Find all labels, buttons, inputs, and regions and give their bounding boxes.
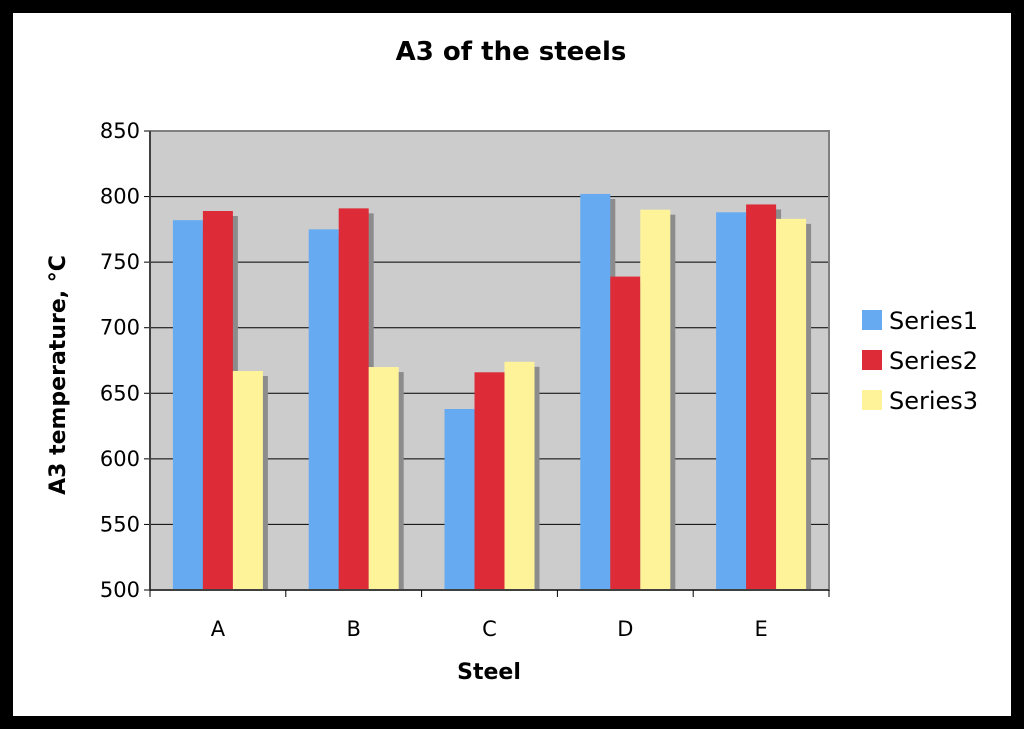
bars bbox=[172, 193, 812, 591]
bar-series2-e bbox=[746, 204, 777, 590]
y-tick-label: 800 bbox=[100, 185, 140, 209]
bar-series2-a bbox=[202, 210, 233, 591]
y-tick-label: 600 bbox=[100, 447, 140, 471]
bar-series1-e bbox=[716, 212, 747, 590]
legend: Series1 Series2 Series3 bbox=[862, 307, 978, 415]
bar-series2-c bbox=[474, 372, 505, 590]
bar-series2-d bbox=[610, 276, 641, 590]
x-tick-labels: A B C D E bbox=[211, 617, 768, 641]
y-tick-label: 550 bbox=[100, 512, 140, 536]
bar-series3-b bbox=[368, 367, 399, 590]
bar-series3-a bbox=[232, 370, 263, 590]
y-tick-labels: 500 550 600 650 700 750 800 850 bbox=[100, 119, 140, 602]
x-tick-label: B bbox=[346, 617, 360, 641]
y-tick-label: 500 bbox=[100, 578, 140, 602]
bar-series1-c bbox=[444, 409, 475, 590]
y-tick-label: 750 bbox=[100, 250, 140, 274]
legend-label: Series2 bbox=[889, 347, 978, 375]
legend-label: Series3 bbox=[889, 387, 978, 415]
x-tick-label: C bbox=[482, 617, 497, 641]
legend-swatch-series1 bbox=[862, 310, 882, 330]
legend-label: Series1 bbox=[889, 307, 978, 335]
y-tick-label: 650 bbox=[100, 381, 140, 405]
y-axis-title: A3 temperature, °C bbox=[46, 255, 71, 495]
legend-swatch-series2 bbox=[862, 350, 882, 370]
x-tick-label: A bbox=[211, 617, 226, 641]
bar-series2-b bbox=[338, 208, 369, 591]
bar-series3-e bbox=[776, 218, 807, 590]
y-tick-label: 850 bbox=[100, 119, 140, 143]
x-tick-label: D bbox=[617, 617, 633, 641]
legend-swatch-series3 bbox=[862, 390, 882, 410]
chart-frame: A3 of the steels 500 550 600 650 700 750 800 85… bbox=[13, 13, 1011, 716]
bar-series3-d bbox=[640, 209, 671, 590]
axes bbox=[149, 130, 830, 597]
bar-series1-d bbox=[580, 193, 611, 590]
x-axis-title: Steel bbox=[457, 660, 521, 685]
bar-series1-b bbox=[308, 229, 339, 590]
y-tick-label: 700 bbox=[100, 316, 140, 340]
x-tick-label: E bbox=[754, 617, 767, 641]
bar-series3-c bbox=[504, 361, 535, 590]
bar-chart: A3 of the steels 500 550 600 650 700 750 800 85… bbox=[46, 37, 978, 685]
bar-series1-a bbox=[172, 220, 203, 591]
chart-title: A3 of the steels bbox=[396, 37, 627, 67]
